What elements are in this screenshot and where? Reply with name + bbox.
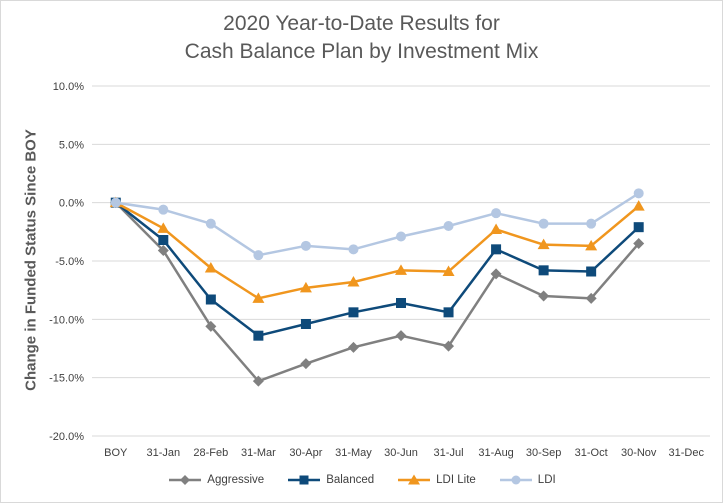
- y-tick-label: -10.0%: [49, 314, 84, 326]
- y-tick-label: -20.0%: [49, 431, 84, 443]
- y-tick-label: 10.0%: [53, 81, 84, 93]
- data-point-ldi: [633, 188, 644, 199]
- data-point-ldi: [205, 218, 216, 229]
- legend-label-balanced: Balanced: [326, 474, 375, 486]
- data-point-balanced: [633, 222, 644, 233]
- data-point-aggressive: [585, 292, 597, 304]
- chart-title-line-2: Cash Balance Plan by Investment Mix: [184, 40, 539, 63]
- data-point-balanced: [396, 298, 406, 308]
- data-point-aggressive: [252, 375, 264, 387]
- data-point-ldi: [396, 231, 406, 242]
- data-point-aggressive: [633, 238, 645, 249]
- x-tick-label: 30-Jun: [384, 447, 418, 459]
- data-point-ldi: [348, 244, 359, 255]
- data-point-ldi-lite: [537, 238, 550, 250]
- x-tick-label: 30-Sep: [526, 447, 561, 459]
- data-point-ldi-lite: [347, 276, 360, 287]
- chart-legend: Aggressive Balanced LDI Lite LDI: [0, 473, 723, 487]
- y-tick-label: 5.0%: [59, 139, 84, 151]
- data-point-balanced: [300, 319, 311, 329]
- series-line-ldi-lite: [115, 201, 640, 300]
- data-point-ldi-lite: [252, 292, 265, 303]
- data-point-balanced: [348, 307, 359, 318]
- data-point-ldi: [158, 204, 169, 215]
- data-point-ldi: [253, 250, 264, 261]
- data-point-ldi: [110, 197, 121, 208]
- series-line-ldi: [115, 192, 640, 257]
- y-tick-label: 0.0%: [59, 198, 84, 210]
- x-tick-label: 31-Mar: [241, 447, 276, 459]
- data-point-ldi-lite: [632, 200, 645, 211]
- data-point-aggressive: [443, 340, 455, 352]
- legend-swatch-aggressive: [169, 475, 202, 485]
- data-point-ldi-lite: [585, 239, 598, 251]
- data-point-balanced: [253, 330, 264, 341]
- data-point-ldi: [491, 208, 502, 219]
- x-tick-label: 31-Jan: [146, 447, 180, 459]
- legend-swatch-ldi: [499, 475, 532, 485]
- data-point-ldi: [586, 218, 597, 229]
- legend-swatch-balanced: [288, 475, 321, 485]
- data-point-aggressive: [300, 358, 312, 370]
- legend-item-ldi-lite: LDI Lite: [396, 473, 476, 487]
- legend-item-aggressive: Aggressive: [167, 473, 264, 487]
- data-point-ldi-lite: [157, 222, 170, 233]
- x-tick-label: 31-Dec: [668, 447, 704, 459]
- y-tick-label: -15.0%: [49, 373, 84, 385]
- series-line-aggressive: [114, 201, 640, 383]
- data-point-balanced: [538, 265, 549, 276]
- data-point-aggressive: [538, 290, 550, 302]
- legend-swatch-ldi-lite: [398, 474, 431, 485]
- data-point-ldi: [300, 240, 311, 251]
- legend-label-ldi-lite: LDI Lite: [436, 474, 476, 486]
- x-tick-label: 31-Oct: [575, 447, 608, 459]
- data-point-balanced: [158, 235, 169, 245]
- x-tick-label: 31-May: [335, 447, 372, 459]
- data-point-balanced: [205, 294, 216, 305]
- x-tick-label: 30-Apr: [289, 447, 322, 459]
- chart-title-line-1: 2020 Year-to-Date Results for: [223, 12, 500, 35]
- data-point-ldi-lite: [442, 265, 455, 276]
- data-point-ldi-lite: [490, 223, 503, 234]
- data-point-aggressive: [490, 268, 502, 280]
- data-point-aggressive: [157, 245, 169, 256]
- data-point-aggressive: [347, 341, 359, 353]
- data-point-balanced: [491, 244, 502, 255]
- x-tick-label: BOY: [104, 447, 128, 459]
- data-point-aggressive: [205, 320, 217, 332]
- x-tick-label: 28-Feb: [193, 447, 228, 459]
- series-line-balanced: [114, 201, 640, 337]
- data-point-balanced: [586, 266, 597, 277]
- data-point-ldi-lite: [204, 262, 217, 273]
- x-tick-label: 31-Jul: [434, 447, 464, 459]
- legend-item-balanced: Balanced: [286, 473, 374, 487]
- data-point-balanced: [443, 307, 454, 318]
- legend-label-aggressive: Aggressive: [207, 474, 265, 486]
- data-point-aggressive: [395, 330, 407, 342]
- data-point-ldi-lite: [395, 264, 407, 275]
- x-tick-label: 31-Aug: [478, 447, 513, 459]
- y-tick-label: -5.0%: [55, 256, 84, 268]
- data-point-ldi: [443, 221, 454, 231]
- legend-item-ldi: LDI: [498, 473, 556, 487]
- x-tick-label: 30-Nov: [621, 447, 657, 459]
- data-point-ldi-lite: [299, 281, 312, 293]
- chart-title: 2020 Year-to-Date Results for Cash Balan…: [0, 10, 723, 66]
- legend-label-ldi: LDI: [537, 474, 556, 486]
- data-point-ldi: [538, 218, 549, 229]
